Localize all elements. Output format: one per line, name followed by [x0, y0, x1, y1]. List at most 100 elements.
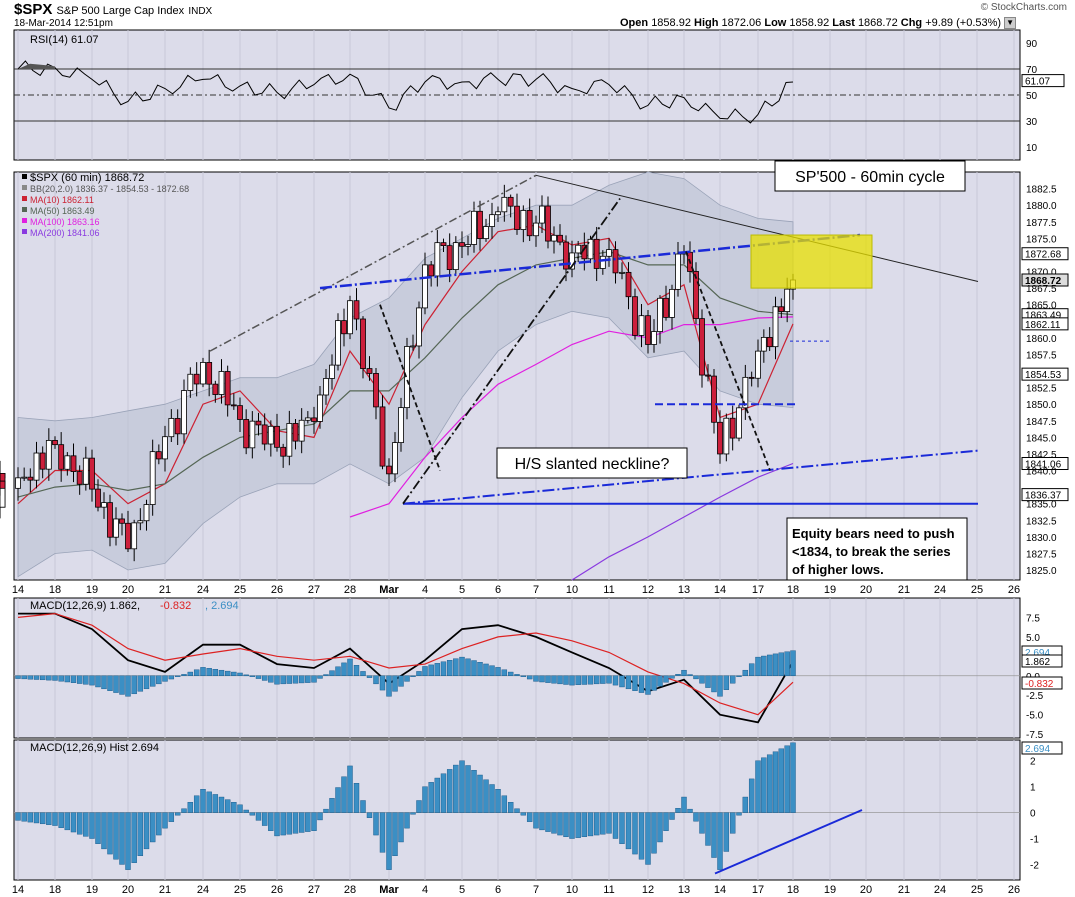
candle-body: [58, 444, 65, 470]
candle-body: [187, 373, 194, 391]
x-tick-label: 6: [495, 884, 501, 896]
candle-body: [416, 307, 422, 347]
hist-bar: [514, 808, 520, 813]
candle-body: [76, 471, 83, 485]
panel-macd: [13, 597, 1021, 739]
macd-hist-bar: [386, 675, 392, 697]
candle-body: [645, 315, 651, 345]
hist-bar: [187, 802, 194, 813]
price-tick-label: 1852.5: [1026, 384, 1057, 395]
macd-hist-bar: [514, 674, 520, 676]
macd-hist-bar: [507, 671, 514, 676]
candle-body: [113, 518, 119, 538]
hist-bar: [323, 808, 329, 813]
legend-entry: $SPX (60 min) 1868.72: [30, 172, 144, 184]
macd-hist-bar: [292, 675, 299, 684]
hist-bar: [526, 812, 533, 822]
candle-body: [784, 288, 791, 312]
macd-hist-bar: [729, 675, 736, 684]
macd-hist-bar: [723, 675, 730, 690]
candle-body: [304, 417, 311, 421]
candle-body: [669, 288, 675, 318]
candle-body: [766, 336, 773, 348]
macd-hist-bar: [699, 675, 705, 684]
price-tick-label: 1835.0: [1026, 500, 1057, 511]
x-tick-label: 21: [159, 584, 171, 596]
hist-label: MACD(12,26,9) Hist 2.694: [30, 742, 159, 754]
drop-line-1: [379, 304, 441, 471]
resistance-line: [535, 174, 979, 282]
hist-tick-label: 2: [1030, 757, 1036, 768]
bears-note-line: of higher lows.: [792, 562, 884, 577]
macd-value-tag: [1021, 676, 1063, 690]
hist-bar: [575, 812, 581, 838]
hist-bar: [119, 812, 125, 865]
hist-bar: [292, 812, 299, 834]
macd-hist-bar: [736, 675, 742, 677]
hist-bar: [149, 812, 156, 843]
hist-bar: [545, 812, 551, 832]
candle-body: [0, 480, 6, 489]
hist-bar: [311, 812, 317, 831]
candle-body: [162, 436, 168, 460]
hist-bar: [243, 809, 249, 813]
macd-hist-bar: [353, 665, 360, 676]
last-value: 1868.72: [857, 17, 898, 29]
hist-bar: [489, 784, 495, 813]
macd-hist-bar: [520, 675, 527, 677]
hist-bar: [107, 812, 113, 855]
candle-body: [360, 318, 366, 369]
candle-body: [386, 465, 392, 475]
macd-hist-bar: [46, 675, 52, 681]
hist-bar: [587, 812, 594, 837]
hist-tick-label: -1: [1030, 835, 1039, 846]
hist-bar: [471, 770, 477, 813]
price-value-tag: [1021, 488, 1069, 502]
hist-bar: [143, 812, 150, 850]
macd-hist-bar: [366, 675, 373, 678]
hist-bar: [181, 808, 187, 813]
macd-hist-bar: [669, 675, 675, 679]
candle-body: [501, 196, 508, 213]
hist-bar: [619, 812, 625, 844]
x-tick-label: 12: [642, 584, 654, 596]
macd-hist-bar: [766, 654, 773, 676]
hist-bar: [723, 812, 730, 852]
high-label: High: [694, 17, 719, 29]
macd-hist-bar: [224, 670, 231, 676]
candle-body: [107, 502, 113, 538]
x-tick-label: 27: [308, 584, 320, 596]
macd-hist-bar: [761, 655, 767, 676]
candle-body: [39, 452, 46, 470]
macd-hist-bar: [274, 675, 280, 685]
candle-body: [465, 244, 471, 247]
x-tick-label: 26: [1008, 584, 1020, 596]
chevron-down-icon[interactable]: ▼: [1004, 17, 1017, 30]
macd-hist-bar: [398, 675, 404, 687]
candle-body: [347, 300, 353, 335]
candle-body: [261, 424, 268, 445]
candle-body: [323, 378, 329, 396]
candle-body: [483, 226, 489, 240]
hist-bar: [612, 812, 619, 839]
macd-hist-bar: [681, 669, 687, 676]
hist-bar: [705, 812, 711, 846]
price-tick-label: 1841.06: [1025, 460, 1062, 471]
macd-hist-bar: [422, 666, 428, 676]
rsi-value-tag: [1021, 74, 1065, 88]
macd-hist-bar: [286, 675, 293, 684]
hist-bar: [131, 812, 137, 863]
hist-bar: [459, 760, 465, 813]
hist-bar: [386, 812, 392, 870]
price-tick-label: 1840.0: [1026, 467, 1057, 478]
macd-hist-bar: [347, 658, 353, 676]
legend-swatch: [22, 207, 27, 212]
macd-hist-bar: [360, 671, 366, 676]
price-tick-label: 1847.5: [1026, 417, 1057, 428]
price-tick-label: 1850.0: [1026, 400, 1057, 411]
macd-hist-bar: [89, 675, 95, 686]
hist-bar: [21, 812, 27, 822]
x-tick-label: 17: [752, 884, 764, 896]
macd-value-text: -0.832: [1025, 679, 1054, 690]
x-tick-label: 20: [860, 884, 872, 896]
